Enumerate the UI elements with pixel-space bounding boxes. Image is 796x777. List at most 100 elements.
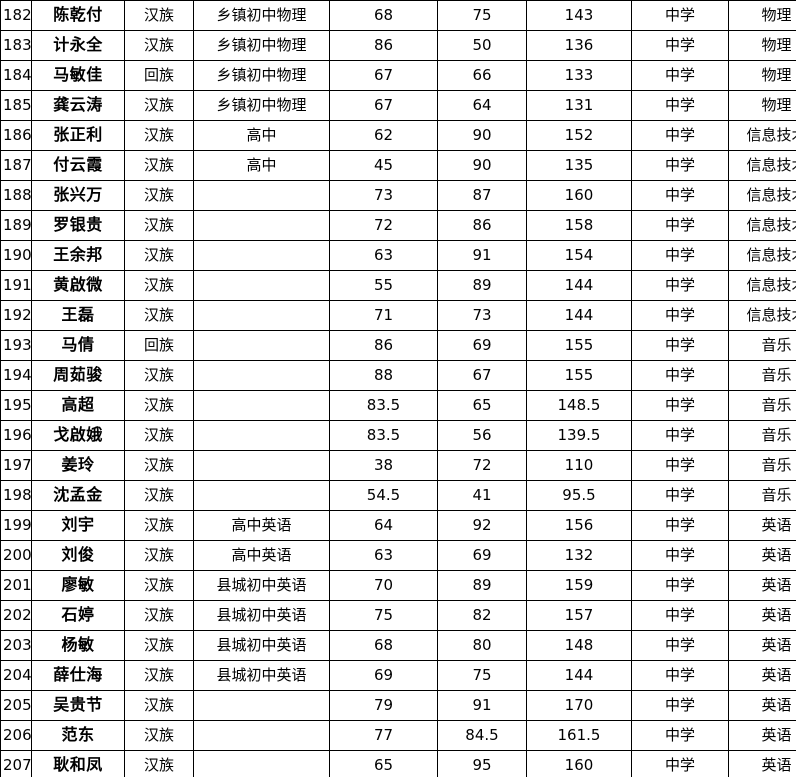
cell-ethnicity[interactable]: 汉族 xyxy=(124,570,194,601)
cell-school-level[interactable]: 中学 xyxy=(631,0,729,31)
cell-name[interactable]: 刘俊 xyxy=(31,540,125,571)
cell-sequence-number[interactable]: 206 xyxy=(0,720,32,751)
cell-name[interactable]: 刘宇 xyxy=(31,510,125,541)
cell-discipline[interactable]: 物理 xyxy=(728,30,796,61)
cell-total-score[interactable]: 157 xyxy=(526,600,632,631)
cell-subject-area[interactable]: 乡镇初中物理 xyxy=(193,60,330,91)
cell-sequence-number[interactable]: 199 xyxy=(0,510,32,541)
cell-name[interactable]: 吴贵节 xyxy=(31,690,125,721)
cell-name[interactable]: 罗银贵 xyxy=(31,210,125,241)
cell-total-score[interactable]: 155 xyxy=(526,330,632,361)
cell-score-2[interactable]: 67 xyxy=(437,360,527,391)
cell-total-score[interactable]: 160 xyxy=(526,750,632,777)
cell-total-score[interactable]: 95.5 xyxy=(526,480,632,511)
cell-sequence-number[interactable]: 197 xyxy=(0,450,32,481)
cell-school-level[interactable]: 中学 xyxy=(631,390,729,421)
cell-school-level[interactable]: 中学 xyxy=(631,150,729,181)
cell-subject-area[interactable]: 县城初中英语 xyxy=(193,630,330,661)
cell-score-2[interactable]: 75 xyxy=(437,0,527,31)
table-row[interactable]: 198 沈孟金 汉族 54.5 41 95.5 中学 音乐 xyxy=(0,480,796,511)
cell-name[interactable]: 陈乾付 xyxy=(31,0,125,31)
cell-subject-area[interactable] xyxy=(193,750,330,777)
cell-sequence-number[interactable]: 184 xyxy=(0,60,32,91)
cell-school-level[interactable]: 中学 xyxy=(631,240,729,271)
cell-sequence-number[interactable]: 185 xyxy=(0,90,32,121)
cell-sequence-number[interactable]: 192 xyxy=(0,300,32,331)
cell-total-score[interactable]: 110 xyxy=(526,450,632,481)
cell-sequence-number[interactable]: 200 xyxy=(0,540,32,571)
cell-school-level[interactable]: 中学 xyxy=(631,210,729,241)
cell-subject-area[interactable] xyxy=(193,720,330,751)
cell-score-2[interactable]: 90 xyxy=(437,150,527,181)
cell-total-score[interactable]: 155 xyxy=(526,360,632,391)
cell-subject-area[interactable]: 高中英语 xyxy=(193,510,330,541)
cell-subject-area[interactable] xyxy=(193,360,330,391)
cell-total-score[interactable]: 136 xyxy=(526,30,632,61)
cell-sequence-number[interactable]: 203 xyxy=(0,630,32,661)
cell-school-level[interactable]: 中学 xyxy=(631,270,729,301)
cell-subject-area[interactable] xyxy=(193,210,330,241)
cell-discipline[interactable]: 音乐 xyxy=(728,420,796,451)
cell-score-1[interactable]: 83.5 xyxy=(329,420,438,451)
cell-discipline[interactable]: 英语 xyxy=(728,570,796,601)
cell-ethnicity[interactable]: 汉族 xyxy=(124,750,194,777)
cell-subject-area[interactable] xyxy=(193,180,330,211)
cell-total-score[interactable]: 144 xyxy=(526,660,632,691)
cell-total-score[interactable]: 144 xyxy=(526,300,632,331)
table-row[interactable]: 197 姜玲 汉族 38 72 110 中学 音乐 xyxy=(0,450,796,481)
cell-name[interactable]: 张正利 xyxy=(31,120,125,151)
cell-sequence-number[interactable]: 205 xyxy=(0,690,32,721)
cell-total-score[interactable]: 143 xyxy=(526,0,632,31)
cell-total-score[interactable]: 158 xyxy=(526,210,632,241)
table-row[interactable]: 195 高超 汉族 83.5 65 148.5 中学 音乐 xyxy=(0,390,796,421)
cell-sequence-number[interactable]: 195 xyxy=(0,390,32,421)
cell-school-level[interactable]: 中学 xyxy=(631,420,729,451)
cell-total-score[interactable]: 144 xyxy=(526,270,632,301)
cell-score-1[interactable]: 86 xyxy=(329,30,438,61)
cell-sequence-number[interactable]: 196 xyxy=(0,420,32,451)
table-row[interactable]: 201 廖敏 汉族 县城初中英语 70 89 159 中学 英语 xyxy=(0,570,796,601)
cell-ethnicity[interactable]: 汉族 xyxy=(124,0,194,31)
table-row[interactable]: 204 薛仕海 汉族 县城初中英语 69 75 144 中学 英语 xyxy=(0,660,796,691)
cell-subject-area[interactable] xyxy=(193,270,330,301)
cell-sequence-number[interactable]: 198 xyxy=(0,480,32,511)
cell-score-1[interactable]: 54.5 xyxy=(329,480,438,511)
table-row[interactable]: 193 马倩 回族 86 69 155 中学 音乐 xyxy=(0,330,796,361)
cell-sequence-number[interactable]: 207 xyxy=(0,750,32,777)
cell-subject-area[interactable]: 县城初中英语 xyxy=(193,600,330,631)
cell-ethnicity[interactable]: 汉族 xyxy=(124,420,194,451)
cell-name[interactable]: 耿和凤 xyxy=(31,750,125,777)
cell-school-level[interactable]: 中学 xyxy=(631,540,729,571)
cell-sequence-number[interactable]: 204 xyxy=(0,660,32,691)
cell-school-level[interactable]: 中学 xyxy=(631,510,729,541)
cell-sequence-number[interactable]: 182 xyxy=(0,0,32,31)
cell-school-level[interactable]: 中学 xyxy=(631,360,729,391)
cell-school-level[interactable]: 中学 xyxy=(631,630,729,661)
cell-score-1[interactable]: 77 xyxy=(329,720,438,751)
cell-score-2[interactable]: 72 xyxy=(437,450,527,481)
cell-subject-area[interactable]: 高中 xyxy=(193,120,330,151)
cell-score-2[interactable]: 41 xyxy=(437,480,527,511)
cell-discipline[interactable]: 英语 xyxy=(728,540,796,571)
cell-score-2[interactable]: 91 xyxy=(437,240,527,271)
cell-name[interactable]: 廖敏 xyxy=(31,570,125,601)
cell-subject-area[interactable] xyxy=(193,390,330,421)
cell-total-score[interactable]: 139.5 xyxy=(526,420,632,451)
cell-ethnicity[interactable]: 汉族 xyxy=(124,630,194,661)
table-row[interactable]: 184 马敏佳 回族 乡镇初中物理 67 66 133 中学 物理 xyxy=(0,60,796,91)
cell-ethnicity[interactable]: 汉族 xyxy=(124,450,194,481)
cell-total-score[interactable]: 170 xyxy=(526,690,632,721)
cell-score-1[interactable]: 69 xyxy=(329,660,438,691)
cell-total-score[interactable]: 132 xyxy=(526,540,632,571)
cell-subject-area[interactable] xyxy=(193,300,330,331)
cell-ethnicity[interactable]: 汉族 xyxy=(124,150,194,181)
table-row[interactable]: 182 陈乾付 汉族 乡镇初中物理 68 75 143 中学 物理 xyxy=(0,0,796,31)
cell-name[interactable]: 王磊 xyxy=(31,300,125,331)
cell-total-score[interactable]: 133 xyxy=(526,60,632,91)
cell-school-level[interactable]: 中学 xyxy=(631,600,729,631)
cell-score-2[interactable]: 91 xyxy=(437,690,527,721)
cell-total-score[interactable]: 135 xyxy=(526,150,632,181)
cell-ethnicity[interactable]: 汉族 xyxy=(124,240,194,271)
cell-sequence-number[interactable]: 201 xyxy=(0,570,32,601)
